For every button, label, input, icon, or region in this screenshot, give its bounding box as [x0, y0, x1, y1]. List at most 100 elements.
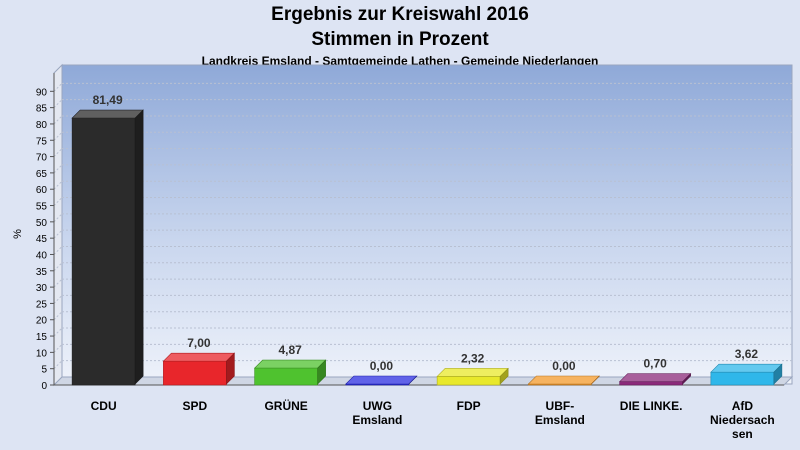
- gridline: [53, 82, 63, 92]
- bar-front: [71, 117, 136, 386]
- y-tick-label: 55: [36, 202, 48, 213]
- bar: [162, 352, 236, 386]
- bar-side: [591, 375, 600, 385]
- gridline: [53, 327, 63, 337]
- plot-side-wall: [53, 63, 63, 387]
- data-label: 0,00: [370, 359, 394, 373]
- bar-front: [619, 381, 683, 386]
- y-tick-label: 45: [36, 234, 48, 245]
- bar-side: [773, 363, 783, 385]
- y-tick-label: 30: [36, 283, 48, 294]
- gridline: [53, 295, 63, 304]
- bar-top: [436, 368, 509, 377]
- y-axis-label: %: [12, 229, 24, 239]
- y-tick-label: 80: [36, 120, 48, 131]
- x-tick-label: UBF-Emsland: [535, 399, 585, 427]
- gridline: [53, 180, 63, 190]
- bar: [618, 372, 692, 386]
- gridline: [53, 115, 63, 125]
- bar: [527, 375, 601, 386]
- data-label: 81,49: [93, 93, 123, 107]
- bar-front: [710, 371, 775, 386]
- y-tick-label: 20: [36, 316, 48, 327]
- x-tick-label-line: FDP: [457, 399, 481, 413]
- y-tick-label: 50: [36, 218, 48, 229]
- bar-top: [345, 375, 418, 385]
- bar-top: [253, 359, 327, 369]
- gridline: [53, 213, 63, 223]
- bar-top: [618, 373, 692, 383]
- gridline: [53, 278, 63, 288]
- bar: [436, 367, 509, 386]
- x-tick-label-line: Emsland: [352, 413, 402, 427]
- y-tick-label: 0: [41, 381, 47, 392]
- data-label: 0,70: [643, 357, 667, 371]
- gridline: [53, 148, 63, 157]
- x-tick-label: FDP: [457, 399, 481, 413]
- y-tick-label: 75: [36, 136, 48, 147]
- gridline: [53, 246, 63, 255]
- gridline: [53, 360, 63, 370]
- bar-side: [408, 375, 418, 385]
- x-tick-label-line: CDU: [91, 399, 117, 413]
- x-tick-label-line: UWG: [363, 399, 392, 413]
- y-tick-label: 10: [36, 348, 48, 359]
- bar-side: [134, 109, 144, 385]
- bar: [345, 375, 418, 386]
- gridline: [53, 197, 63, 206]
- x-tick-label: SPD: [183, 399, 208, 413]
- gridline: [53, 311, 63, 321]
- bar-front: [436, 376, 501, 386]
- y-tick-label: 40: [36, 250, 48, 261]
- x-tick-label-line: Niedersach: [710, 413, 775, 427]
- data-label: 3,62: [735, 347, 759, 361]
- bar-side: [226, 352, 235, 385]
- bar-top: [71, 109, 144, 119]
- bar-front: [254, 367, 318, 386]
- gridline: [53, 164, 63, 174]
- plot-background: [61, 64, 793, 385]
- y-tick-label: 70: [36, 153, 48, 164]
- x-tick-label: AfD Niedersach sen: [710, 399, 775, 441]
- x-tick-label-line: AfD: [732, 399, 754, 413]
- data-label: 0,00: [552, 359, 576, 373]
- bar-side: [682, 372, 691, 385]
- bar: [710, 363, 783, 386]
- chart-title: Ergebnis zur Kreiswahl 2016: [271, 4, 529, 25]
- y-tick-label: 85: [36, 104, 48, 115]
- x-tick-label-line: DIE LINKE.: [620, 399, 683, 413]
- bar-top: [710, 363, 783, 373]
- bar-top: [527, 375, 601, 385]
- bar: [71, 109, 144, 386]
- x-tick-label-line: UBF-: [546, 399, 575, 413]
- x-tick-label-line: GRÜNE: [264, 398, 307, 413]
- bar: [253, 359, 327, 386]
- y-tick-label: 65: [36, 169, 48, 180]
- chart-subtitle: Stimmen in Prozent: [311, 29, 489, 50]
- x-tick-label: DIE LINKE.: [620, 399, 683, 413]
- gridline: [53, 131, 63, 141]
- y-tick-label: 60: [36, 185, 48, 196]
- gridline: [53, 229, 63, 239]
- x-tick-label: UWG Emsland: [352, 399, 402, 427]
- y-tick-label: 5: [41, 365, 47, 376]
- x-tick-label-line: SPD: [183, 399, 208, 413]
- gridline: [53, 262, 63, 272]
- bar-top: [162, 352, 236, 362]
- data-label: 4,87: [278, 343, 302, 357]
- x-tick-label-line: Emsland: [535, 413, 585, 427]
- data-label: 7,00: [187, 336, 211, 350]
- bar-side: [499, 367, 509, 385]
- bar-front: [163, 360, 227, 386]
- data-label: 2,32: [461, 351, 485, 365]
- bar-side: [317, 359, 326, 385]
- y-tick-label: 25: [36, 299, 48, 310]
- y-tick-label: 35: [36, 267, 48, 278]
- gridline: [53, 344, 63, 353]
- y-tick-label: 15: [36, 332, 48, 343]
- gridline: [53, 99, 63, 108]
- x-tick-label-line: sen: [732, 427, 753, 441]
- y-tick-label: 90: [36, 87, 48, 98]
- x-tick-label: CDU: [91, 399, 117, 413]
